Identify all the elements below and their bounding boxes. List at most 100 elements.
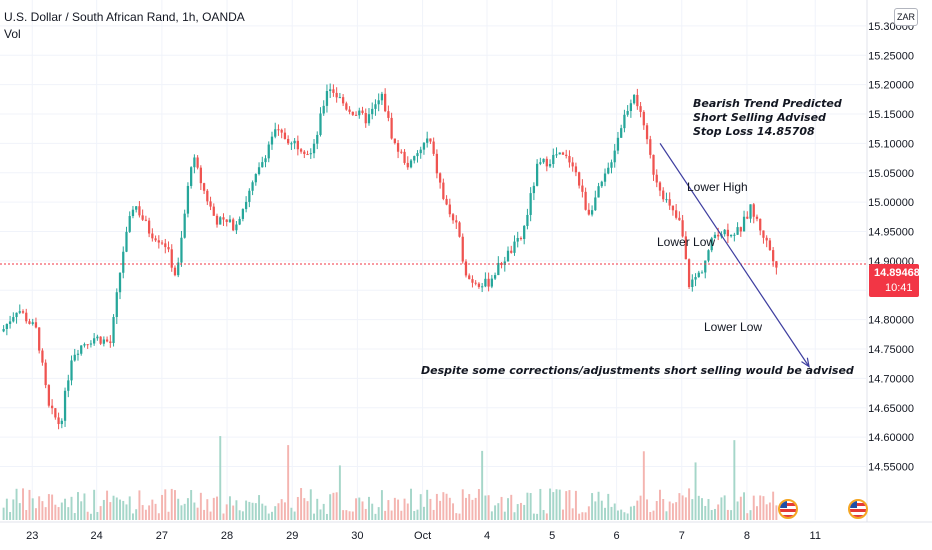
candle-body [513, 241, 516, 253]
volume-bar [280, 499, 283, 520]
candle-body [578, 172, 581, 186]
candle-body [325, 91, 329, 106]
volume-bar [271, 511, 273, 520]
volume-bar [607, 493, 610, 520]
candle-body [306, 154, 309, 156]
candle-body [416, 153, 419, 157]
time-tick-label: 28 [221, 530, 233, 542]
candle-body [733, 234, 736, 236]
volume-bar [232, 505, 235, 520]
volume-bar [646, 499, 649, 520]
volume-bar [474, 497, 477, 520]
volume-bar [545, 513, 548, 520]
volume-bar [212, 497, 215, 520]
volume-bar [193, 502, 196, 520]
volume-bar [251, 502, 254, 520]
candle-body [697, 272, 700, 278]
volume-bar [96, 511, 99, 520]
candle-body [80, 345, 83, 354]
volume-bar [633, 505, 636, 520]
price-tick-label: 14.95000 [868, 227, 914, 239]
currency-badge[interactable]: ZAR [894, 8, 918, 26]
volume-bar [183, 503, 186, 520]
volume-bar [67, 507, 70, 520]
candle-body [109, 341, 112, 344]
volume-bar [697, 495, 700, 520]
candle-body [21, 311, 25, 313]
volume-bar [374, 513, 377, 520]
volume-bar [303, 498, 306, 520]
candle-body [545, 158, 548, 167]
volume-bar [9, 512, 12, 520]
volume-bar [119, 499, 121, 520]
candle-body [772, 250, 775, 262]
volume-bar [177, 498, 180, 520]
candle-body [34, 322, 38, 328]
volume-bar [241, 511, 244, 520]
volume-bar [465, 497, 467, 520]
candle-body [626, 111, 629, 115]
candle-body [474, 282, 477, 284]
volume-bar [484, 495, 487, 520]
volume-bar [419, 494, 422, 520]
candle-body [322, 105, 325, 114]
volume-bar [216, 496, 218, 520]
candle-body [135, 206, 138, 210]
volume-bar [296, 496, 299, 520]
candle-body [76, 353, 80, 355]
candle-body [752, 204, 755, 217]
candle-body [568, 155, 571, 163]
candle-body [768, 240, 772, 251]
volume-bar [325, 513, 328, 520]
us-flag-event-icon[interactable] [778, 499, 798, 519]
time-tick-label: 5 [549, 530, 555, 542]
candle-body [125, 231, 128, 252]
volume-bar [756, 506, 758, 520]
volume-bar [34, 508, 37, 520]
candle-body [422, 142, 426, 150]
candle-body [222, 217, 225, 220]
candle-body [629, 103, 633, 112]
volume-bar [387, 500, 390, 520]
volume-bar [416, 509, 419, 520]
volume-bar [206, 499, 209, 520]
volume-bar [22, 488, 24, 520]
candle-body [510, 250, 513, 253]
candle-body [38, 327, 41, 351]
volume-bar [157, 513, 160, 520]
candle-body [371, 108, 374, 115]
candle-body [523, 225, 526, 239]
volume-bar [410, 488, 412, 520]
candle-body [432, 141, 435, 154]
candle-body [455, 220, 458, 223]
volume-bar [549, 488, 552, 520]
candle-body [361, 110, 364, 113]
time-tick-label: 6 [614, 530, 620, 542]
volume-bar [60, 502, 63, 520]
us-flag-event-icon[interactable] [848, 499, 868, 519]
candle-body [594, 197, 597, 211]
candle-body [115, 292, 118, 318]
candle-body [380, 93, 384, 101]
candle-body [390, 117, 393, 139]
volume-bar [435, 493, 438, 520]
candle-body [154, 238, 157, 241]
candle-body [2, 329, 5, 332]
volume-bar [720, 497, 723, 520]
time-tick-label: 24 [91, 530, 103, 542]
candle-body [484, 278, 487, 287]
candle-body [755, 216, 759, 219]
candle-body [54, 408, 57, 418]
candle-body [267, 144, 270, 159]
volume-bar [629, 506, 632, 520]
volume-bar [494, 505, 497, 520]
volume-bar [752, 495, 755, 520]
volume-bar [25, 510, 28, 520]
volume-bar [44, 507, 47, 520]
candle-body [584, 191, 587, 210]
candle-body [293, 140, 296, 144]
volume-bar [639, 495, 642, 520]
candle-body [41, 350, 44, 363]
volume-bar [775, 505, 778, 520]
